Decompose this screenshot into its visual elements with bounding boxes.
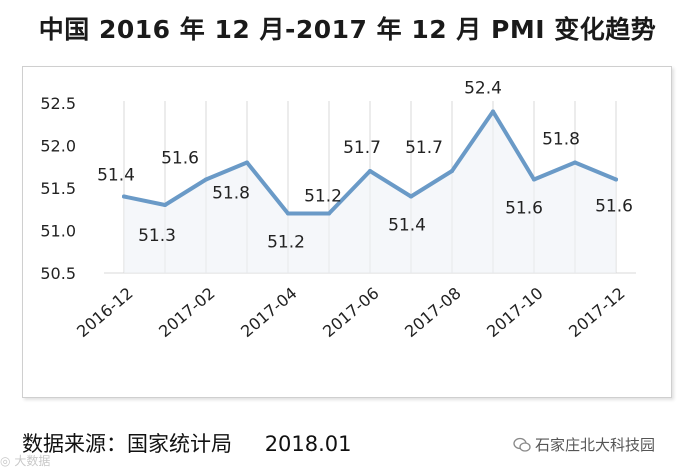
data-point — [245, 160, 249, 165]
data-label: 51.6 — [595, 197, 633, 217]
data-label: 51.2 — [267, 233, 305, 253]
data-label: 51.8 — [212, 184, 250, 204]
data-point — [204, 177, 208, 182]
data-label: 52.4 — [464, 79, 502, 99]
brand-name: 石家庄北大科技园 — [534, 436, 655, 454]
x-tick-label: 2017-06 — [319, 284, 382, 342]
watermark-text: 大数据 — [14, 454, 51, 468]
y-tick-label: 52.5 — [40, 94, 76, 113]
y-tick-label: 52.0 — [40, 137, 76, 156]
data-point — [532, 177, 536, 182]
data-point — [614, 177, 618, 182]
data-source: 数据来源：国家统计局 2018.01 — [22, 428, 352, 458]
data-point — [163, 203, 167, 207]
x-tick-label: 2017-08 — [401, 284, 464, 342]
wechat-icon — [513, 437, 531, 452]
data-point — [450, 169, 454, 173]
data-point — [491, 109, 495, 114]
data-label: 51.8 — [542, 130, 580, 150]
source-date: 2018.01 — [264, 432, 352, 456]
source-label: 数据来源：国家统计局 — [22, 432, 232, 456]
y-tick-label: 50.5 — [40, 264, 76, 283]
y-tick-label: 51.0 — [40, 222, 76, 241]
data-label: 51.6 — [505, 199, 543, 219]
x-tick-label: 2016-12 — [73, 284, 136, 342]
data-point — [573, 160, 577, 165]
data-point — [409, 194, 413, 199]
data-label: 51.4 — [97, 166, 135, 186]
series-layer — [122, 109, 618, 273]
data-label: 51.7 — [343, 138, 381, 158]
data-point — [286, 211, 290, 216]
x-tick-label: 2017-12 — [565, 284, 628, 342]
watermark-icon: ◎ — [0, 454, 11, 468]
data-label: 51.6 — [161, 149, 199, 169]
x-tick-label: 2017-02 — [155, 284, 218, 342]
pmi-line-chart: 50.5 51.0 51.5 52.0 52.5 2016-12 2017-02 2017-… — [40, 79, 636, 342]
y-axis-ticks: 50.5 51.0 51.5 52.0 52.5 — [40, 94, 76, 283]
x-tick-label: 2017-10 — [483, 284, 546, 342]
watermark: ◎ 大数据 — [0, 452, 50, 469]
brand-credit: 石家庄北大科技园 — [513, 434, 655, 455]
x-tick-label: 2017-04 — [237, 284, 300, 342]
chart-title: 中国 2016 年 12 月-2017 年 12 月 PMI 变化趋势 — [38, 15, 657, 44]
x-axis-ticks: 2016-12 2017-02 2017-04 2017-06 2017-08 2017-… — [73, 284, 628, 342]
data-label: 51.3 — [138, 226, 176, 246]
data-label: 51.7 — [405, 138, 443, 158]
data-point — [122, 194, 126, 199]
y-tick-label: 51.5 — [40, 179, 76, 198]
data-label: 51.4 — [388, 216, 426, 236]
data-point — [368, 169, 372, 173]
series-area — [124, 111, 616, 273]
data-labels: 51.4 51.3 51.6 51.8 51.2 51.2 51.7 51.4 51.7 52.4… — [97, 79, 633, 253]
data-point — [327, 211, 331, 216]
data-label: 51.2 — [304, 187, 342, 207]
